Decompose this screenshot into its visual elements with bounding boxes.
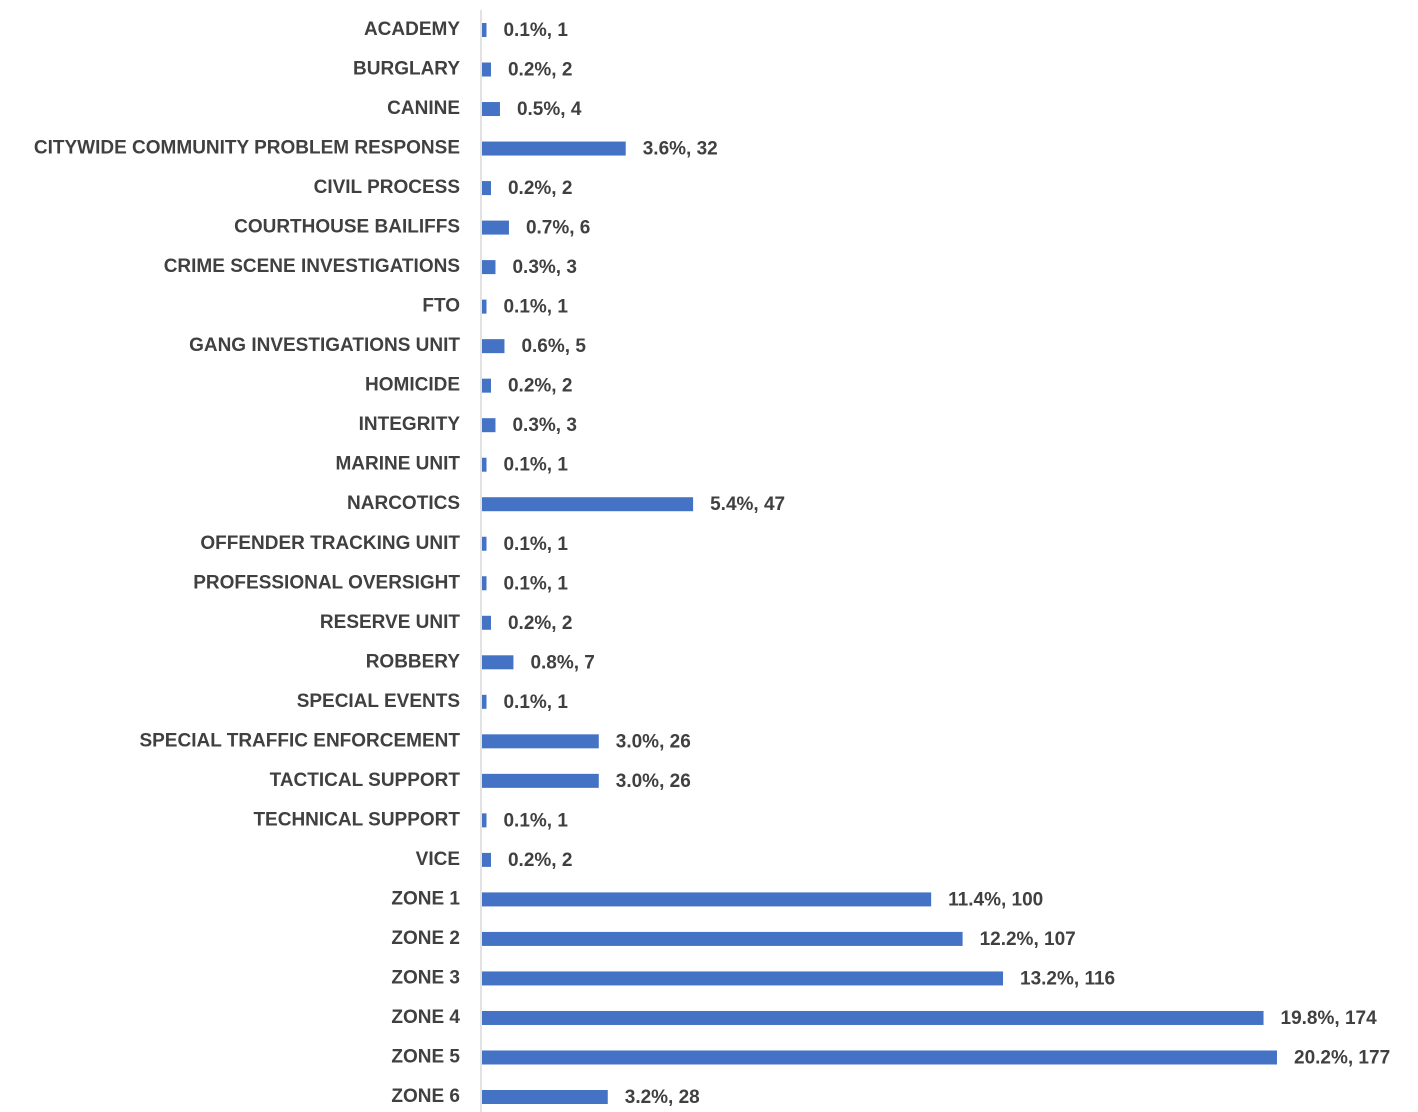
data-label: 0.1%, 1 bbox=[503, 455, 568, 476]
data-label: 12.2%, 107 bbox=[980, 929, 1076, 950]
data-label: 19.8%, 174 bbox=[1281, 1008, 1378, 1029]
data-label: 0.1%, 1 bbox=[503, 534, 568, 555]
data-label: 0.1%, 1 bbox=[503, 297, 568, 318]
category-label: ZONE 6 bbox=[391, 1086, 460, 1107]
bar bbox=[482, 852, 491, 867]
category-label: GANG INVESTIGATIONS UNIT bbox=[189, 335, 460, 356]
bar bbox=[482, 773, 599, 788]
data-label: 0.8%, 7 bbox=[530, 652, 594, 673]
category-label: VICE bbox=[416, 849, 460, 870]
category-label: ZONE 1 bbox=[391, 888, 460, 909]
category-label: BURGLARY bbox=[353, 59, 460, 80]
bar bbox=[482, 1090, 608, 1104]
data-label: 0.5%, 4 bbox=[517, 99, 582, 120]
data-label: 0.2%, 2 bbox=[508, 60, 572, 81]
category-label: HOMICIDE bbox=[365, 375, 460, 396]
bar bbox=[482, 62, 491, 77]
category-label: ROBBERY bbox=[366, 651, 461, 672]
data-label: 3.6%, 32 bbox=[643, 139, 718, 160]
data-label: 5.4%, 47 bbox=[710, 494, 785, 515]
category-label: CIVIL PROCESS bbox=[314, 177, 460, 198]
data-label: 0.1%, 1 bbox=[503, 573, 568, 594]
bar bbox=[482, 260, 496, 275]
data-label: 0.1%, 1 bbox=[503, 810, 568, 831]
data-label: 0.7%, 6 bbox=[526, 218, 590, 239]
bar bbox=[482, 497, 694, 512]
category-label: PROFESSIONAL OVERSIGHT bbox=[193, 572, 460, 593]
category-label: ACADEMY bbox=[364, 19, 460, 40]
bar bbox=[482, 299, 487, 314]
bar bbox=[482, 220, 509, 235]
bar bbox=[482, 378, 491, 393]
data-label: 3.0%, 26 bbox=[616, 731, 691, 752]
category-label: SPECIAL EVENTS bbox=[297, 691, 460, 712]
bar bbox=[482, 181, 491, 196]
data-label: 3.0%, 26 bbox=[616, 771, 691, 792]
category-label: SPECIAL TRAFFIC ENFORCEMENT bbox=[139, 730, 460, 751]
bar bbox=[482, 141, 626, 156]
category-label: CANINE bbox=[387, 98, 460, 119]
bar bbox=[482, 418, 496, 433]
bar bbox=[482, 457, 487, 472]
bar bbox=[482, 615, 491, 630]
data-label: 0.1%, 1 bbox=[503, 692, 568, 713]
bar bbox=[482, 339, 505, 354]
category-label: ZONE 2 bbox=[391, 928, 460, 949]
data-label: 3.2%, 28 bbox=[625, 1087, 700, 1108]
category-label: ZONE 4 bbox=[391, 1007, 460, 1028]
bar bbox=[482, 576, 487, 591]
bar bbox=[482, 813, 487, 828]
data-label: 13.2%, 116 bbox=[1020, 968, 1115, 989]
category-label: MARINE UNIT bbox=[335, 454, 460, 475]
data-label: 0.1%, 1 bbox=[503, 20, 568, 41]
bar bbox=[482, 734, 599, 749]
category-label: CRIME SCENE INVESTIGATIONS bbox=[164, 256, 460, 277]
data-label: 0.2%, 2 bbox=[508, 178, 572, 199]
category-label: NARCOTICS bbox=[347, 493, 460, 514]
category-label: ZONE 3 bbox=[391, 967, 460, 988]
bar bbox=[482, 694, 487, 709]
category-label: COURTHOUSE BAILIFFS bbox=[234, 217, 460, 238]
data-label: 0.2%, 2 bbox=[508, 613, 572, 634]
data-label: 0.2%, 2 bbox=[508, 850, 572, 871]
data-label: 0.2%, 2 bbox=[508, 376, 572, 397]
bar bbox=[482, 892, 932, 907]
data-label: 20.2%, 177 bbox=[1294, 1047, 1390, 1068]
category-label: RESERVE UNIT bbox=[320, 612, 460, 633]
bar bbox=[482, 1050, 1277, 1065]
category-label: CITYWIDE COMMUNITY PROBLEM RESPONSE bbox=[34, 138, 460, 159]
bar bbox=[482, 102, 500, 117]
category-label: FTO bbox=[422, 296, 460, 317]
bar bbox=[482, 23, 487, 37]
category-label: TACTICAL SUPPORT bbox=[270, 770, 461, 791]
category-label: TECHNICAL SUPPORT bbox=[253, 809, 460, 830]
data-label: 0.3%, 3 bbox=[512, 257, 576, 278]
category-label: ZONE 5 bbox=[391, 1046, 460, 1067]
bar bbox=[482, 1010, 1264, 1025]
data-label: 0.3%, 3 bbox=[512, 415, 576, 436]
bar bbox=[482, 536, 487, 551]
data-label: 11.4%, 100 bbox=[948, 889, 1043, 910]
bar bbox=[482, 931, 963, 946]
bar bbox=[482, 971, 1004, 986]
data-label: 0.6%, 5 bbox=[521, 336, 586, 357]
bar bbox=[482, 655, 514, 670]
category-label: INTEGRITY bbox=[359, 414, 461, 435]
category-label: OFFENDER TRACKING UNIT bbox=[200, 533, 460, 554]
